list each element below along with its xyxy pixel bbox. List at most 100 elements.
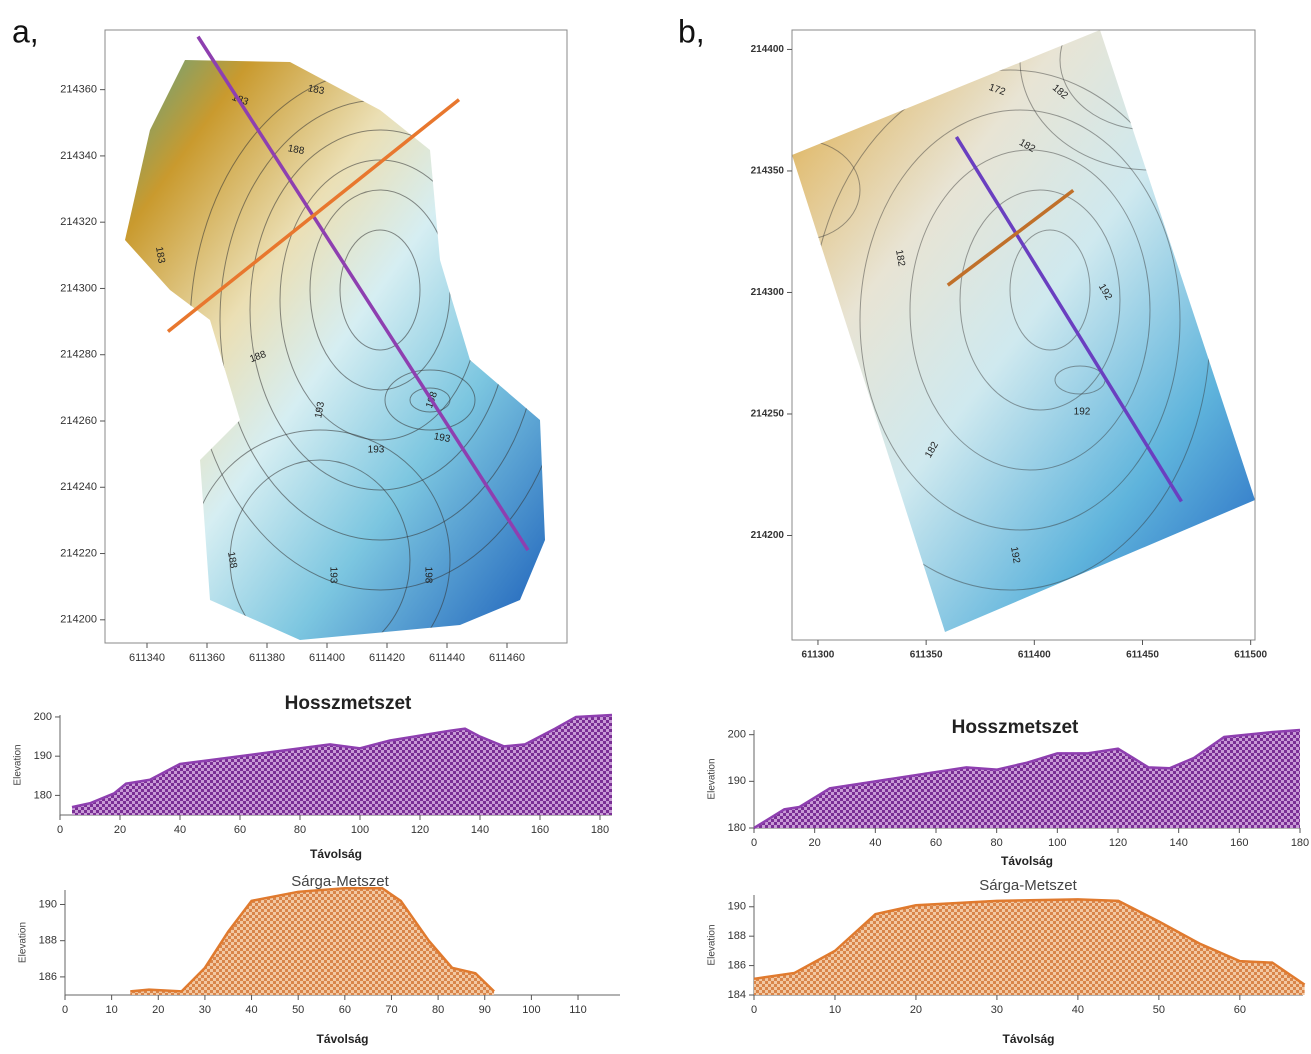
x-tick-label: 611420 (369, 652, 405, 664)
x-tick-label: 20 (152, 1004, 164, 1016)
y-axis-label: Elevation (13, 744, 24, 785)
x-tick-label: 611400 (1018, 650, 1051, 661)
x-tick-label: 611350 (910, 650, 943, 661)
section-line (954, 136, 1183, 503)
x-tick-label: 60 (930, 837, 942, 849)
x-tick-label: 0 (751, 837, 757, 849)
panel-label: b, (678, 13, 705, 49)
x-tick-label: 611500 (1234, 650, 1267, 661)
y-axis-label: Elevation (707, 924, 718, 965)
x-tick-label: 40 (1072, 1004, 1084, 1016)
x-tick-label: 80 (432, 1004, 444, 1016)
x-tick-label: 180 (1291, 837, 1309, 849)
contour-label: 188 (225, 551, 239, 570)
x-tick-label: 30 (199, 1004, 211, 1016)
x-axis-label: Távolság (316, 1032, 368, 1046)
x-tick-label: 20 (910, 1004, 922, 1016)
y-tick-label: 214300 (751, 287, 785, 298)
contour-label: 183 (153, 246, 167, 265)
x-tick-label: 60 (1234, 1004, 1246, 1016)
contour-label: 192 (1074, 407, 1091, 418)
x-tick-label: 611440 (429, 652, 465, 664)
x-tick-label: 80 (991, 837, 1003, 849)
contour-label: 198 (422, 567, 433, 584)
y-tick-label: 186 (39, 971, 57, 983)
x-tick-label: 80 (294, 824, 306, 836)
x-axis-label: Távolság (1002, 1032, 1054, 1046)
y-tick-label: 180 (34, 789, 52, 801)
x-tick-label: 20 (114, 824, 126, 836)
y-tick-label: 190 (728, 775, 746, 787)
x-axis-label: Távolság (1001, 854, 1053, 868)
x-tick-label: 140 (471, 824, 489, 836)
x-tick-label: 611340 (129, 652, 165, 664)
y-tick-label: 186 (728, 959, 746, 971)
y-tick-label: 214360 (60, 84, 97, 96)
x-tick-label: 100 (522, 1004, 540, 1016)
x-tick-label: 0 (62, 1004, 68, 1016)
x-tick-label: 100 (1048, 837, 1066, 849)
y-tick-label: 190 (39, 898, 57, 910)
x-tick-label: 611400 (309, 652, 345, 664)
profile-line (753, 898, 1306, 986)
map-frame (791, 29, 1256, 641)
y-tick-label: 188 (728, 930, 746, 942)
x-tick-label: 611380 (249, 652, 285, 664)
x-tick-label: 50 (292, 1004, 304, 1016)
x-tick-label: 60 (234, 824, 246, 836)
contour-label: 183 (307, 83, 326, 97)
chart-title: Hosszmetszet (952, 717, 1079, 738)
contour-label: 182 (893, 249, 907, 268)
y-tick-label: 214340 (60, 150, 97, 162)
contour-label: 188 (287, 143, 306, 157)
profile-line (753, 728, 1301, 830)
x-tick-label: 10 (106, 1004, 118, 1016)
contour-label: 193 (368, 445, 385, 456)
map-frame (104, 29, 568, 644)
map-surface (792, 30, 1255, 632)
section-line (196, 35, 530, 552)
x-tick-label: 100 (351, 824, 369, 836)
contour-label: 193 (313, 400, 327, 419)
panel-label: a, (12, 13, 39, 49)
x-axis-label: Távolság (310, 847, 362, 861)
y-tick-label: 214300 (60, 282, 97, 294)
x-tick-label: 611300 (802, 650, 835, 661)
y-tick-label: 214250 (751, 409, 785, 420)
y-tick-label: 214350 (751, 166, 785, 177)
y-axis-label: Elevation (707, 758, 718, 799)
y-tick-label: 214200 (60, 614, 97, 626)
y-tick-label: 200 (34, 711, 52, 723)
x-tick-label: 160 (531, 824, 549, 836)
y-tick-label: 190 (728, 901, 746, 913)
y-tick-label: 188 (39, 935, 57, 947)
x-tick-label: 160 (1230, 837, 1248, 849)
x-tick-label: 611460 (489, 652, 525, 664)
map-surface (125, 60, 545, 640)
y-tick-label: 214240 (60, 481, 97, 493)
y-tick-label: 214320 (60, 216, 97, 228)
x-tick-label: 110 (569, 1004, 587, 1016)
area-fill (130, 888, 495, 995)
x-tick-label: 30 (991, 1004, 1003, 1016)
section-line (166, 98, 461, 333)
x-tick-label: 50 (1153, 1004, 1165, 1016)
y-tick-label: 214400 (751, 44, 785, 55)
x-tick-label: 40 (174, 824, 186, 836)
area-fill (72, 715, 612, 815)
x-tick-label: 611450 (1126, 650, 1159, 661)
x-tick-label: 120 (1109, 837, 1127, 849)
x-tick-label: 611360 (189, 652, 225, 664)
y-tick-label: 190 (34, 750, 52, 762)
x-tick-label: 40 (245, 1004, 257, 1016)
chart-title: Sárga-Metszet (291, 873, 389, 890)
y-tick-label: 214200 (751, 530, 785, 541)
section-line (946, 189, 1075, 287)
y-tick-label: 180 (728, 822, 746, 834)
chart-title: Hosszmetszet (285, 693, 412, 714)
profile-line (71, 713, 613, 809)
x-tick-label: 40 (869, 837, 881, 849)
x-tick-label: 70 (385, 1004, 397, 1016)
x-tick-label: 20 (809, 837, 821, 849)
